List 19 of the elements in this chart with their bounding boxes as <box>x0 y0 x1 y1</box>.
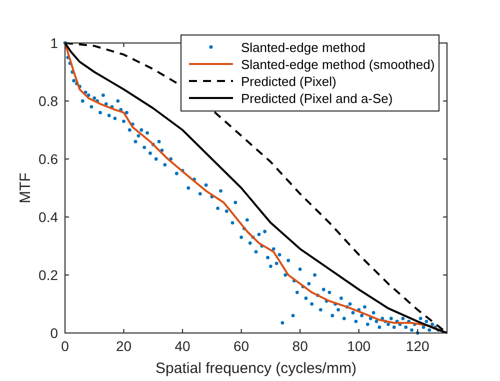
x-tick-label: 120 <box>406 338 430 354</box>
legend-label: Predicted (Pixel and a-Se) <box>241 91 393 106</box>
legend-label: Predicted (Pixel) <box>241 74 336 89</box>
legend-label: Slanted-edge method (smoothed) <box>241 57 435 72</box>
y-tick-label: 0.2 <box>38 267 58 283</box>
y-tick-label: 0.4 <box>38 209 58 225</box>
x-tick-label: 0 <box>61 338 70 354</box>
y-axis-title: MTF <box>17 172 34 204</box>
y-tick-label: 0 <box>50 325 58 341</box>
x-tick-label: 80 <box>292 338 308 354</box>
y-tick-label: 0.6 <box>38 151 58 167</box>
y-tick-label: 1 <box>50 35 58 51</box>
y-tick-label: 0.8 <box>38 93 58 109</box>
x-tick-label: 40 <box>174 338 191 354</box>
x-tick-label: 20 <box>116 338 132 354</box>
x-tick-label: 60 <box>234 338 250 354</box>
x-axis-title: Spatial frequency (cycles/mm) <box>156 360 356 377</box>
legend-label: Slanted-edge method <box>241 40 366 55</box>
x-tick-label: 100 <box>347 338 371 354</box>
